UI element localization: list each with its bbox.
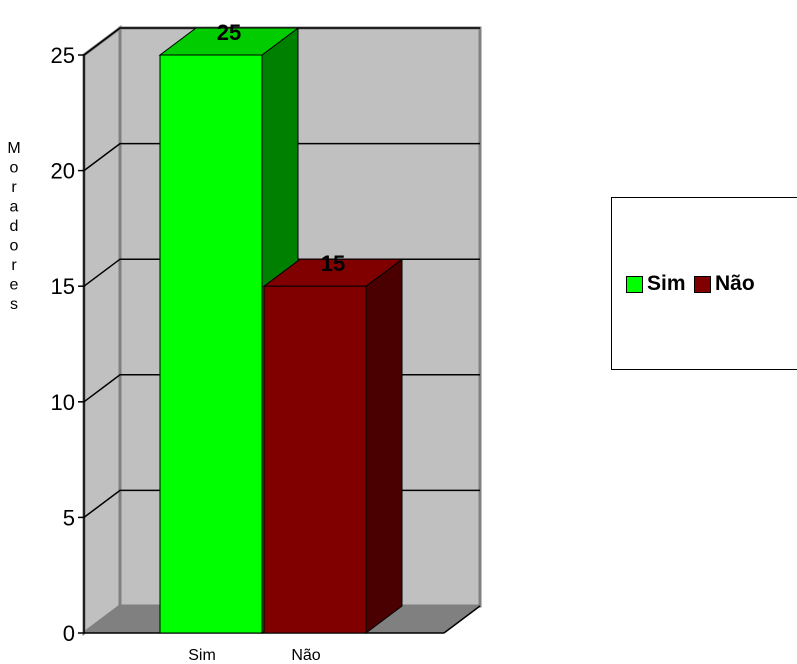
y-axis-title-letter: e bbox=[10, 277, 19, 294]
legend-label-sim: Sim bbox=[647, 272, 686, 295]
legend-label-nao: Não bbox=[715, 272, 755, 295]
y-axis-title-letter: r bbox=[11, 257, 17, 274]
y-axis-title-letter: o bbox=[10, 160, 19, 177]
y-tick-label-5: 5 bbox=[63, 505, 75, 530]
data-labels: 25 15 bbox=[217, 20, 345, 276]
legend-swatch-sim bbox=[626, 275, 643, 293]
floor-edge bbox=[443, 605, 481, 634]
category-label-sim: Sim bbox=[188, 647, 216, 664]
category-axis: Sim Não bbox=[188, 647, 321, 664]
legend: Sim Não bbox=[611, 197, 797, 370]
side-wall bbox=[82, 25, 122, 636]
gridline-20 bbox=[83, 142, 480, 172]
y-axis-title-letter: r bbox=[11, 179, 17, 196]
legend-swatch-nao bbox=[694, 275, 711, 293]
gridline-25 bbox=[83, 27, 480, 56]
y-axis-title-letter: d bbox=[10, 218, 19, 235]
y-axis-title-letter: a bbox=[10, 199, 19, 216]
y-axis-title-letter: M bbox=[7, 140, 20, 157]
legend-item-sim: Sim bbox=[626, 272, 686, 296]
y-axis-title-letter: o bbox=[10, 238, 19, 255]
y-tick-label-10: 10 bbox=[51, 390, 75, 415]
category-label-nao: Não bbox=[291, 647, 320, 664]
y-axis-title-letter: s bbox=[10, 296, 18, 313]
bars bbox=[158, 27, 404, 634]
data-label-nao: 15 bbox=[321, 251, 345, 276]
bar-nao bbox=[263, 285, 367, 634]
y-tick-label-0: 0 bbox=[63, 621, 75, 646]
y-tick-label-15: 15 bbox=[51, 274, 75, 299]
y-tick-label-25: 25 bbox=[51, 43, 75, 68]
value-axis: 0 5 10 15 20 25 bbox=[51, 43, 481, 646]
legend-item-nao: Não bbox=[694, 272, 755, 296]
bar-side-nao bbox=[365, 258, 403, 634]
y-tick-label-20: 20 bbox=[51, 159, 75, 184]
bar-sim bbox=[159, 54, 263, 634]
data-label-sim: 25 bbox=[217, 20, 241, 45]
